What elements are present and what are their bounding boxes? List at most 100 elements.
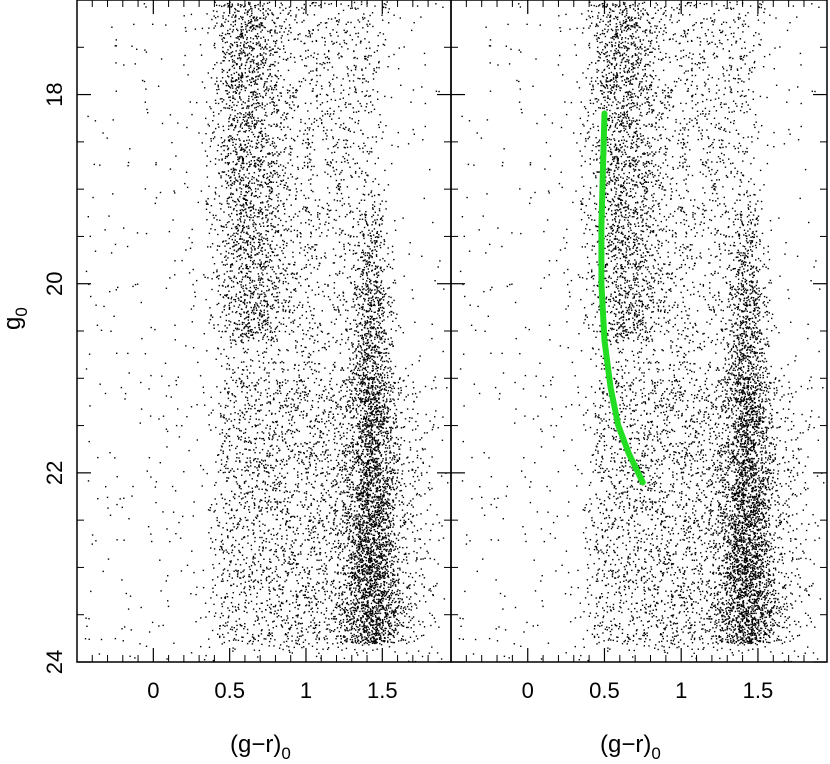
star-point (351, 568, 353, 570)
star-point (393, 636, 395, 638)
star-point (259, 284, 261, 286)
star-point (263, 314, 265, 316)
star-point (379, 574, 382, 576)
star-point (250, 46, 253, 48)
star-point (387, 247, 389, 249)
star-point (232, 332, 234, 335)
star-point (261, 61, 263, 64)
star-point (263, 263, 265, 265)
star-point (233, 257, 235, 259)
star-point (369, 493, 371, 496)
star-point (375, 541, 377, 544)
star-point (368, 459, 370, 461)
star-point (392, 372, 395, 375)
star-point (371, 613, 374, 615)
star-point (392, 610, 394, 613)
star-point (354, 542, 356, 544)
star-point (377, 413, 379, 416)
star-point (377, 310, 379, 312)
star-point (349, 393, 352, 395)
star-point (358, 471, 361, 473)
star-point (394, 610, 396, 612)
star-point (376, 404, 378, 406)
star-point (376, 572, 378, 575)
star-point (372, 214, 375, 216)
star-point (222, 40, 224, 42)
star-point (378, 286, 380, 288)
star-point (237, 198, 239, 200)
star-point (272, 145, 275, 147)
star-point (232, 167, 235, 169)
star-point (249, 163, 251, 166)
star-point (381, 270, 384, 273)
star-point (368, 484, 370, 487)
star-point (221, 68, 223, 71)
star-point (401, 537, 403, 539)
star-point (276, 206, 279, 208)
star-point (238, 248, 240, 250)
star-point (369, 582, 372, 585)
star-point (374, 484, 376, 487)
star-point (222, 240, 225, 242)
star-point (363, 462, 366, 465)
star-point (374, 418, 377, 421)
star-point (366, 551, 368, 553)
star-point (369, 403, 371, 405)
star-point (358, 557, 360, 559)
star-point (373, 574, 375, 576)
star-point (289, 189, 291, 191)
star-point (380, 621, 382, 624)
star-point (383, 239, 385, 241)
star-point (379, 338, 381, 340)
star-point (377, 409, 379, 412)
star-point (348, 400, 351, 402)
star-point (248, 1, 250, 4)
star-point (232, 369, 234, 371)
star-point (370, 617, 372, 619)
star-point (262, 123, 264, 125)
star-point (392, 541, 394, 543)
star-point (364, 376, 367, 379)
star-point (302, 304, 304, 306)
star-point (375, 365, 378, 367)
star-point (380, 539, 383, 541)
star-point (377, 538, 379, 540)
star-point (395, 618, 398, 620)
star-point (249, 71, 251, 73)
star-point (369, 623, 371, 625)
star-point (340, 586, 342, 588)
star-point (386, 572, 388, 574)
star-point (339, 558, 341, 561)
star-point (357, 522, 360, 524)
star-point (384, 451, 386, 453)
star-point (360, 555, 362, 557)
star-point (374, 265, 377, 267)
star-point (361, 377, 364, 379)
star-point (261, 78, 263, 80)
star-point (362, 628, 364, 631)
star-point (365, 530, 368, 533)
star-point (279, 31, 281, 33)
star-point (385, 436, 388, 439)
star-point (386, 302, 389, 304)
star-point (361, 251, 363, 254)
star-point (343, 461, 346, 464)
star-point (382, 485, 384, 488)
star-point (370, 290, 372, 292)
star-point (260, 48, 262, 50)
star-point (246, 168, 248, 170)
star-point (371, 358, 373, 361)
star-point (377, 594, 379, 596)
star-point (233, 60, 235, 62)
star-point (365, 541, 367, 543)
star-point (379, 512, 381, 514)
star-point (222, 17, 224, 19)
star-point (242, 209, 244, 212)
star-point (378, 573, 381, 575)
star-point (384, 536, 386, 538)
star-point (363, 428, 366, 430)
star-point (213, 115, 215, 117)
star-point (392, 421, 395, 423)
star-point (359, 425, 361, 427)
star-point (208, 232, 211, 235)
